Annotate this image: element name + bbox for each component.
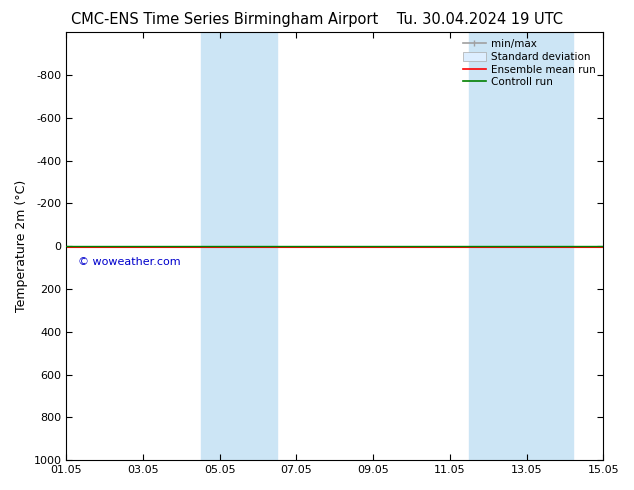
Legend: min/max, Standard deviation, Ensemble mean run, Controll run: min/max, Standard deviation, Ensemble me… <box>461 37 598 89</box>
Y-axis label: Temperature 2m (°C): Temperature 2m (°C) <box>15 180 28 312</box>
Text: © woweather.com: © woweather.com <box>78 257 181 267</box>
Bar <box>469 32 573 460</box>
Bar <box>200 32 277 460</box>
Text: CMC-ENS Time Series Birmingham Airport    Tu. 30.04.2024 19 UTC: CMC-ENS Time Series Birmingham Airport T… <box>71 12 563 27</box>
